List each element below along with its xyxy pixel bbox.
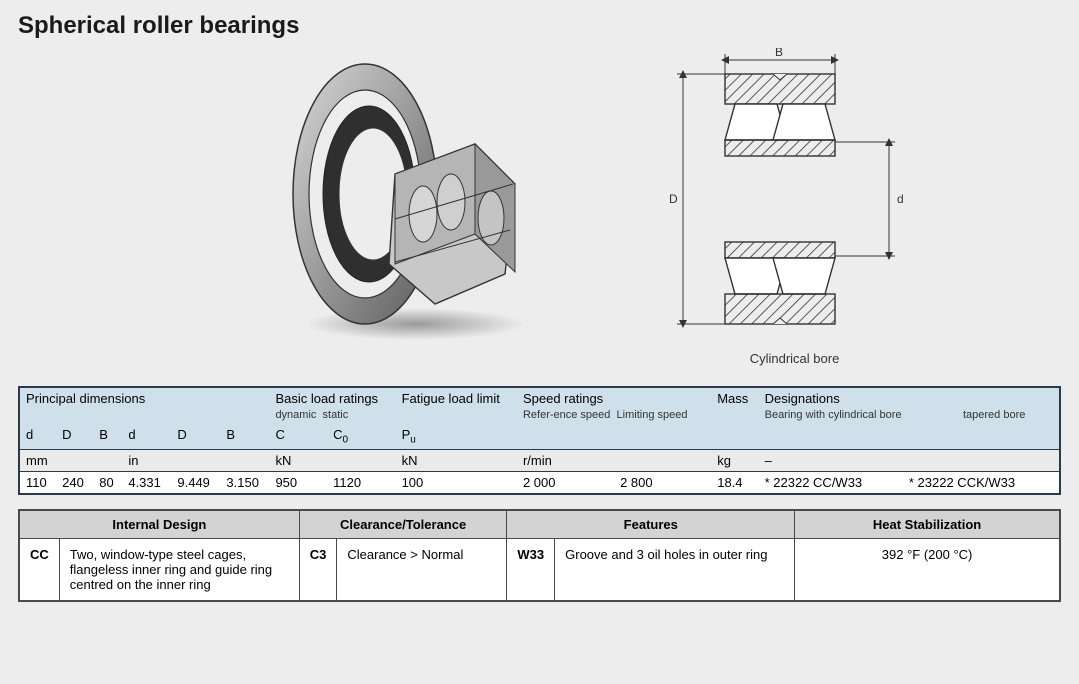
sym-Pu: Pu bbox=[396, 424, 517, 449]
table-units-row: mm in kN kN r/min kg – bbox=[19, 449, 1060, 471]
unit-in: in bbox=[122, 449, 269, 471]
sym-D-in: D bbox=[171, 424, 220, 449]
sym-d-in: d bbox=[122, 424, 171, 449]
hdr-features: Features bbox=[507, 510, 795, 539]
unit-rpm: r/min bbox=[517, 449, 711, 471]
hdr-basic-load: Basic load ratings dynamic static bbox=[269, 387, 395, 424]
unit-kg: kg bbox=[711, 449, 758, 471]
val-D-mm: 240 bbox=[56, 471, 93, 494]
sym-B-in: B bbox=[220, 424, 269, 449]
val-desig-tp: * 23222 CCK/W33 bbox=[903, 471, 1060, 494]
val-speed-ref: 2 000 bbox=[517, 471, 614, 494]
sym-d-mm: d bbox=[19, 424, 56, 449]
val-desig-cy: * 22322 CC/W33 bbox=[759, 471, 903, 494]
clearance-code: C3 bbox=[299, 538, 337, 601]
features-data-row: CC Two, window-type steel cages, flangel… bbox=[19, 538, 1060, 601]
sym-B-mm: B bbox=[93, 424, 122, 449]
val-d-mm: 110 bbox=[19, 471, 56, 494]
hdr-clearance: Clearance/Tolerance bbox=[299, 510, 507, 539]
sym-D-mm: D bbox=[56, 424, 93, 449]
sym-C: C bbox=[269, 424, 327, 449]
bearing-3d-illustration bbox=[275, 54, 545, 344]
table-header-symbols: d D B d D B C C0 Pu bbox=[19, 424, 1060, 449]
dimensions-table: Principal dimensions Basic load ratings … bbox=[18, 386, 1061, 495]
hdr-speed: Speed ratings Refer-ence speed Limiting … bbox=[517, 387, 711, 424]
unit-dash: – bbox=[759, 449, 1060, 471]
features-table: Internal Design Clearance/Tolerance Feat… bbox=[18, 509, 1061, 602]
hdr-heat: Heat Stabilization bbox=[795, 510, 1060, 539]
features-text: Groove and 3 oil holes in outer ring bbox=[555, 538, 795, 601]
page-title: Spherical roller bearings bbox=[18, 12, 1061, 40]
hdr-mass: Mass bbox=[711, 387, 758, 424]
val-B-in: 3.150 bbox=[220, 471, 269, 494]
unit-kN2: kN bbox=[396, 449, 517, 471]
hero-illustrations: B D d bbox=[18, 48, 1061, 368]
dim-d-label: d bbox=[897, 192, 904, 206]
val-D-in: 9.449 bbox=[171, 471, 220, 494]
heat-text: 392 °F (200 °C) bbox=[795, 538, 1060, 601]
internal-text: Two, window-type steel cages, flangeless… bbox=[59, 538, 299, 601]
val-C: 950 bbox=[269, 471, 327, 494]
hdr-principal: Principal dimensions bbox=[19, 387, 269, 424]
hdr-internal-design: Internal Design bbox=[19, 510, 299, 539]
table-data-row: 110 240 80 4.331 9.449 3.150 950 1120 10… bbox=[19, 471, 1060, 494]
dim-D-label: D bbox=[669, 192, 678, 206]
hdr-fatigue: Fatigue load limit bbox=[396, 387, 517, 424]
features-code: W33 bbox=[507, 538, 555, 601]
unit-mm: mm bbox=[19, 449, 122, 471]
table-header-groups: Principal dimensions Basic load ratings … bbox=[19, 387, 1060, 424]
clearance-text: Clearance > Normal bbox=[337, 538, 507, 601]
cross-section-caption: Cylindrical bore bbox=[665, 351, 925, 366]
val-speed-lim: 2 800 bbox=[614, 471, 711, 494]
sym-C0: C0 bbox=[327, 424, 395, 449]
val-C0: 1120 bbox=[327, 471, 395, 494]
internal-code: CC bbox=[19, 538, 59, 601]
hdr-designations: Designations Bearing with cylindrical bo… bbox=[759, 387, 1060, 424]
features-header-row: Internal Design Clearance/Tolerance Feat… bbox=[19, 510, 1060, 539]
dim-B-label: B bbox=[775, 48, 783, 59]
val-B-mm: 80 bbox=[93, 471, 122, 494]
unit-kN: kN bbox=[269, 449, 395, 471]
val-d-in: 4.331 bbox=[122, 471, 171, 494]
cross-section-drawing: B D d bbox=[665, 48, 925, 338]
val-mass: 18.4 bbox=[711, 471, 758, 494]
val-Pu: 100 bbox=[396, 471, 517, 494]
